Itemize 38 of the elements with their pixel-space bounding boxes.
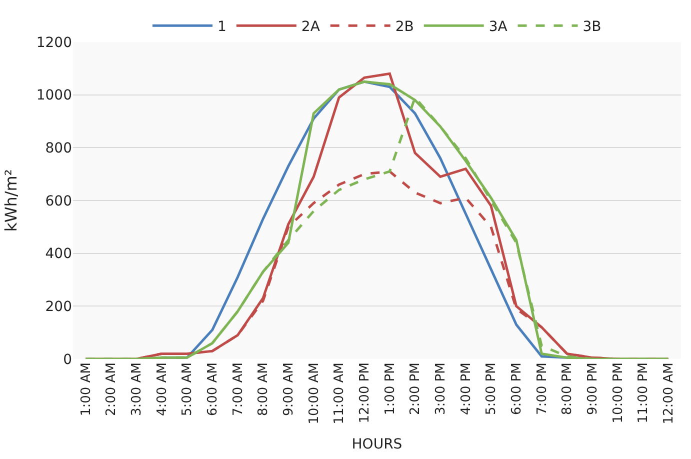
x-tick-label: 2:00 PM — [408, 362, 424, 415]
y-tick-label: 400 — [45, 246, 72, 262]
legend-label: 3A — [488, 19, 508, 36]
x-tick-label: 4:00 AM — [154, 362, 170, 416]
y-axis-title: kWh/m² — [1, 169, 20, 232]
legend-label: 1 — [218, 19, 226, 36]
y-tick-label: 600 — [45, 193, 72, 210]
x-tick-label: 7:00 PM — [534, 362, 550, 415]
x-tick-label: 11:00 PM — [636, 362, 652, 424]
x-tick-label: 8:00 AM — [256, 362, 272, 416]
legend-label: 3B — [582, 19, 602, 36]
x-tick-label: 4:00 PM — [458, 362, 474, 415]
y-tick-label: 1000 — [36, 88, 72, 104]
x-tick-label: 9:00 AM — [282, 362, 297, 416]
x-axis-title: HOURS — [352, 436, 402, 453]
x-tick-label: 10:00 PM — [610, 362, 626, 424]
x-tick-label: 1:00 PM — [382, 362, 398, 415]
y-tick-label: 0 — [63, 352, 72, 368]
x-tick-label: 3:00 PM — [434, 362, 449, 415]
x-tick-label: 11:00 AM — [332, 362, 348, 424]
x-tick-label: 7:00 AM — [230, 362, 246, 416]
x-tick-label: 5:00 PM — [484, 362, 500, 415]
legend-label: 2A — [301, 19, 320, 36]
x-tick-label: 12:00 AM — [662, 362, 677, 424]
x-tick-label: 6:00 AM — [206, 362, 221, 416]
y-tick-label: 800 — [45, 140, 72, 157]
x-tick-label: 9:00 PM — [586, 362, 601, 415]
x-tick-label: 2:00 AM — [104, 362, 120, 416]
x-tick-label: 10:00 AM — [306, 362, 322, 424]
y-tick-label: 200 — [45, 299, 72, 316]
x-tick-label: 8:00 PM — [560, 362, 576, 415]
x-tick-label: 1:00 AM — [78, 362, 94, 416]
x-tick-label: 6:00 PM — [510, 362, 525, 415]
x-tick-label: 12:00 PM — [358, 362, 373, 424]
legend-label: 2B — [395, 19, 414, 36]
y-tick-label: 1200 — [36, 34, 72, 51]
x-tick-label: 3:00 AM — [130, 362, 145, 416]
x-tick-label: 5:00 AM — [180, 362, 196, 416]
